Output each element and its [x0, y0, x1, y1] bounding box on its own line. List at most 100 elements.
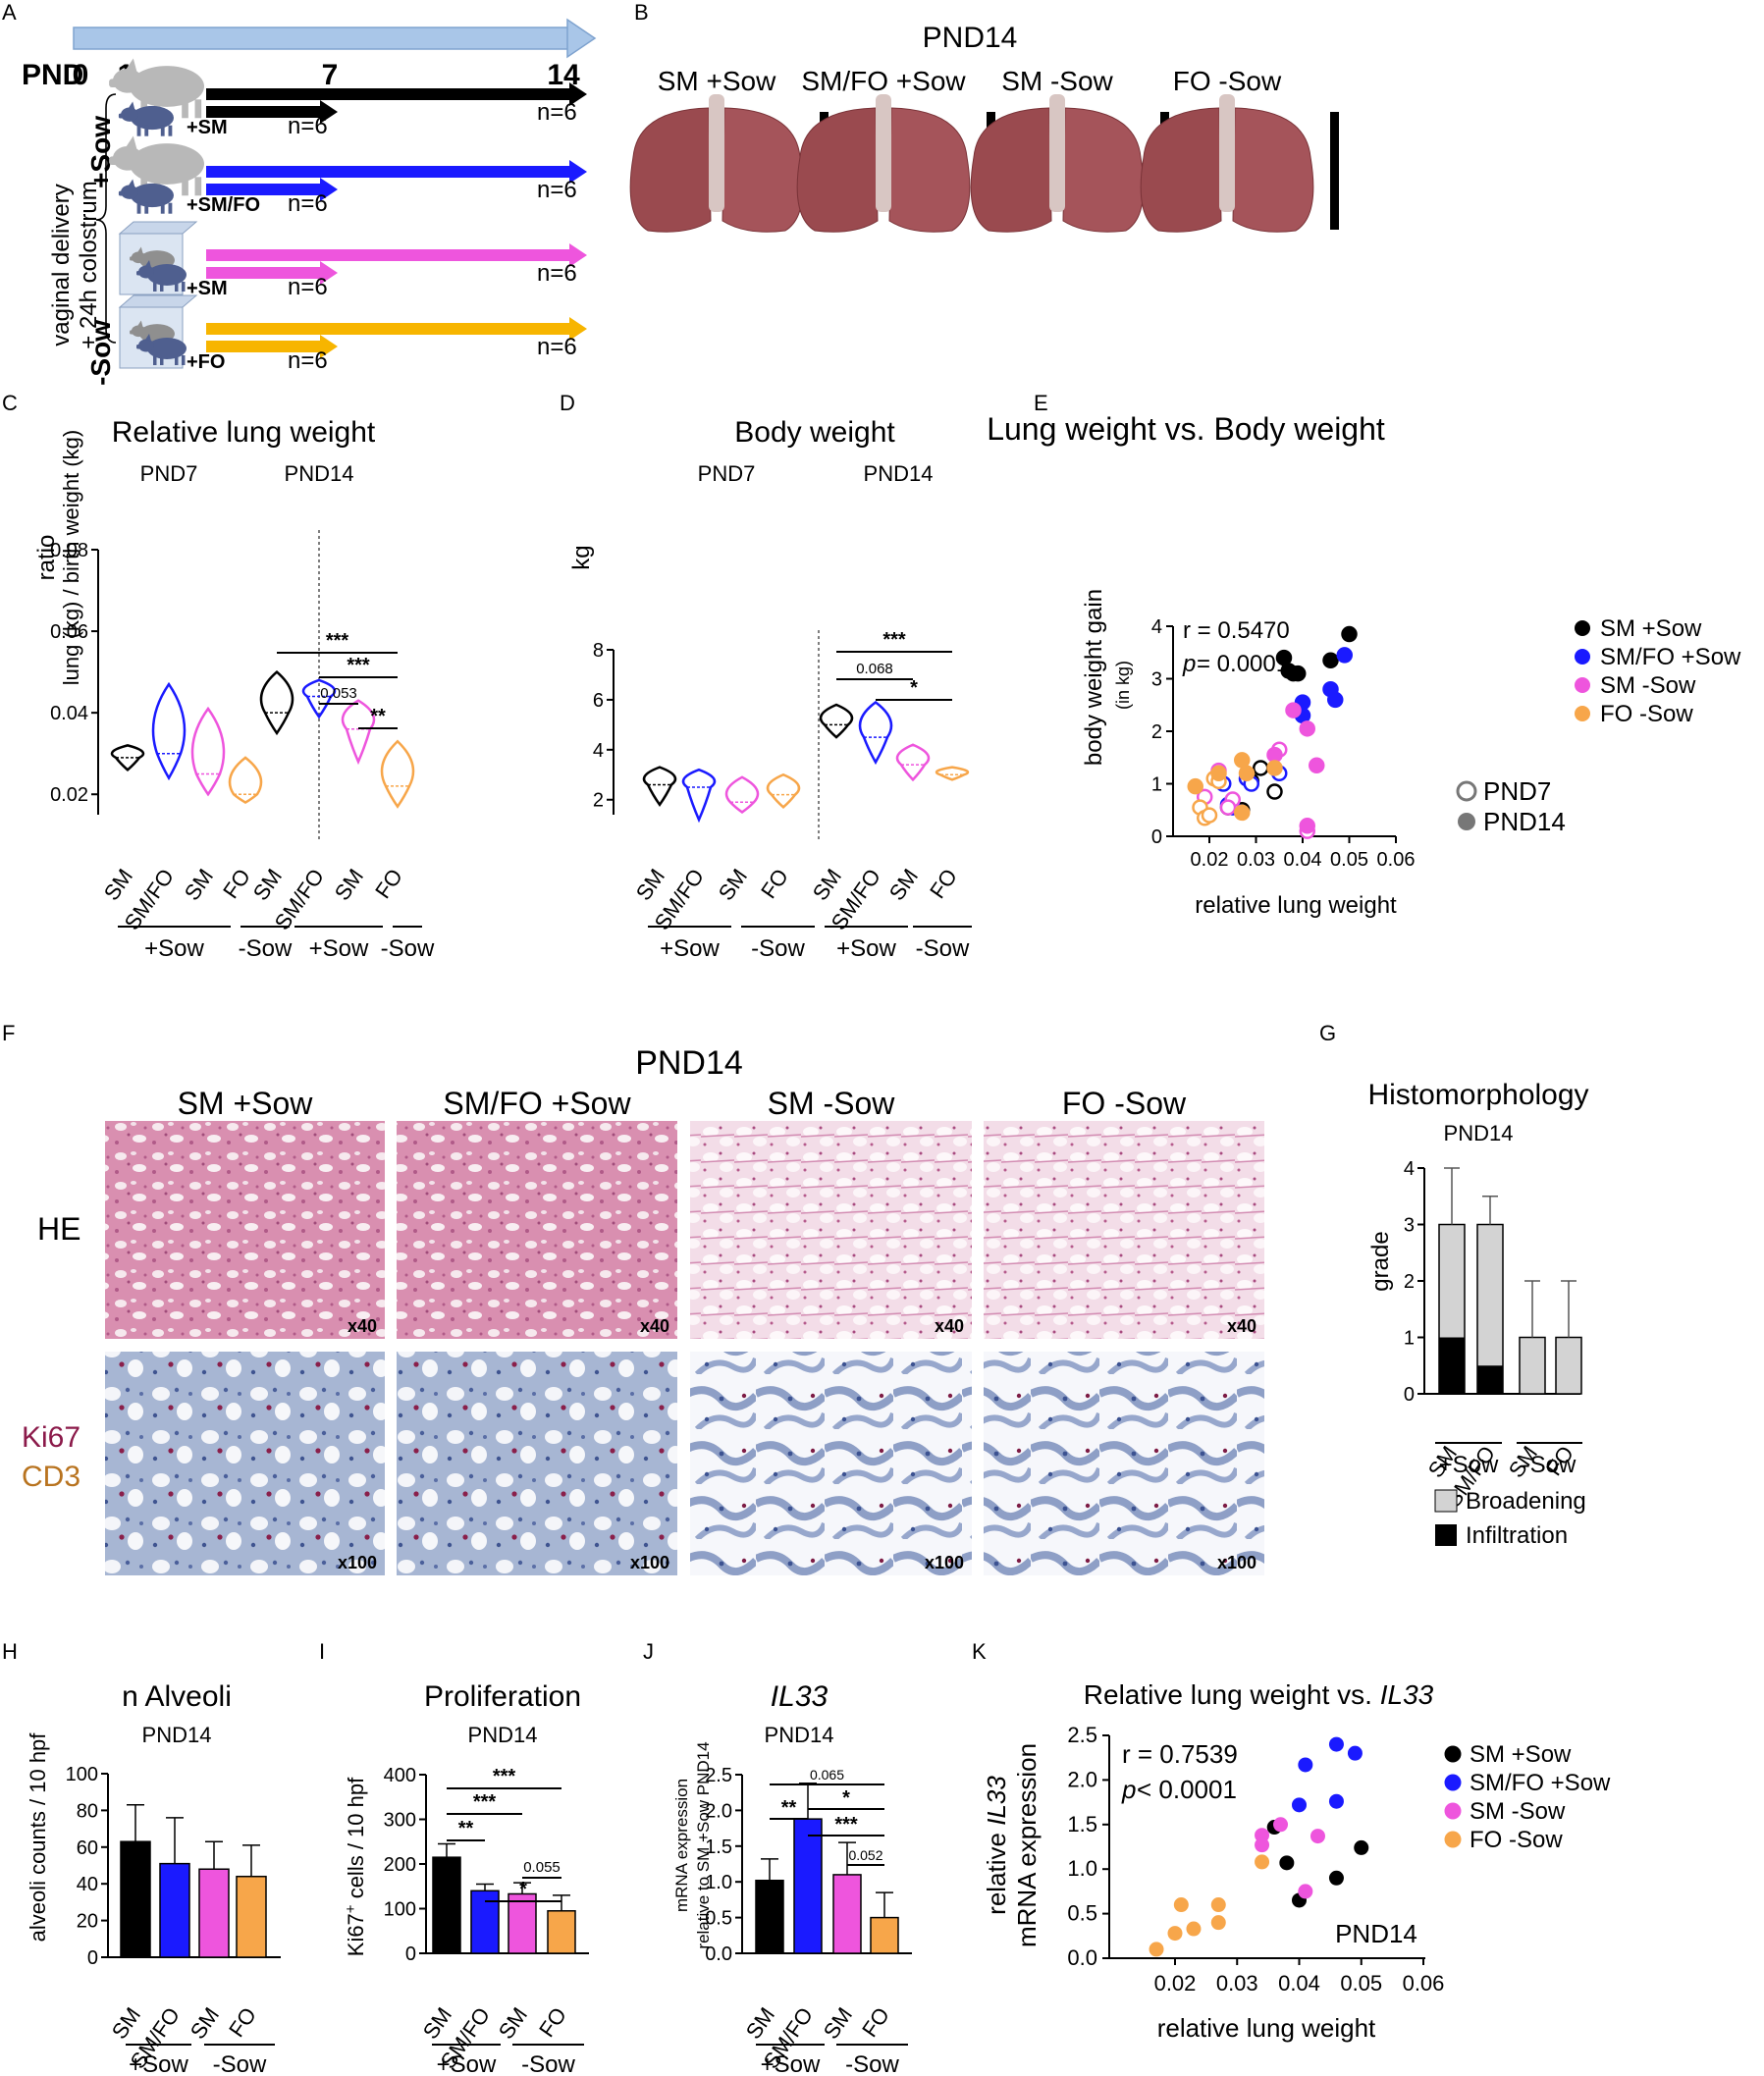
lung-right-lobe [722, 107, 804, 233]
D-x-category: FO [925, 865, 962, 903]
sig-label-I: *** [493, 1766, 516, 1787]
sig-label-I: 0.055 [523, 1859, 561, 1876]
I-y-tick-label: 100 [384, 1899, 416, 1921]
K-legend-swatch [1444, 1831, 1462, 1848]
arrow-pnd14-2 [206, 243, 587, 267]
he-magnification: x40 [640, 1316, 669, 1336]
piglet-icon-2-leg-0 [153, 282, 157, 292]
K-y-tick-label: 1.5 [1067, 1812, 1097, 1836]
panel-label-B: B [634, 0, 649, 25]
E-data-point [1336, 647, 1353, 664]
E-y-tick-label: 2 [1151, 721, 1162, 743]
K-y-axis-label-2: mRNA expression [1012, 1743, 1042, 1947]
y-axis-label-C-1: ratio [33, 535, 60, 581]
chart-title-I: Proliferation [424, 1680, 581, 1713]
K-y-axis-label-1a: relative [982, 1826, 1011, 1915]
chart-title-K-b: IL33 [1380, 1679, 1434, 1710]
sow-icon-0-snout [109, 79, 119, 87]
E-data-point [1266, 760, 1283, 776]
histology-title: PND14 [635, 1044, 743, 1082]
G-y-tick-label: 4 [1404, 1158, 1415, 1180]
ihc-image [105, 1352, 385, 1575]
side-label-delivery: vaginal delivery [48, 184, 75, 346]
arrow-pnd7-3-shaft [206, 341, 322, 352]
arrow-pnd14-3-shaft [206, 323, 571, 335]
panel-label-F: F [2, 1021, 15, 1045]
I-y-tick-label: 400 [384, 1765, 416, 1786]
K-y-tick-label: 2.0 [1067, 1767, 1097, 1791]
sow-icon-0-leg-3 [194, 99, 202, 119]
C-group-label: +Sow [144, 935, 204, 962]
piglet-icon-1-head [121, 185, 138, 199]
ihc-magnification: x100 [338, 1553, 377, 1572]
K-inset-label: PND14 [1335, 1919, 1417, 1948]
y-axis-label-I-b: cells / 10 hpf [344, 1777, 368, 1905]
D-x-category: FO [756, 865, 793, 903]
I-bar [508, 1892, 537, 1954]
piglet-icon-0-body [131, 105, 174, 131]
C-x-category: SM [99, 865, 137, 905]
I-x-category: FO [534, 2003, 571, 2042]
K-data-point [1255, 1837, 1270, 1853]
E-data-point [1285, 702, 1302, 719]
piglet-icon-2-leg-2 [175, 282, 179, 292]
ihc-magnification: x100 [1217, 1553, 1256, 1572]
K-y-axis-label-1b: IL33 [982, 1776, 1011, 1826]
J-group-label: -Sow [845, 2051, 899, 2076]
panel-label-K: K [972, 1639, 987, 1664]
n-pnd14-label: n=6 [537, 260, 577, 287]
sig-label-J: 0.052 [848, 1847, 882, 1863]
he-image [690, 1121, 972, 1339]
piglet-icon-2-snout [136, 271, 141, 276]
n-pnd7-label: n=6 [288, 113, 328, 139]
photo-group-label: SM -Sow [1001, 66, 1113, 96]
chart-title-K: Relative lung weight vs. IL33 [1084, 1679, 1434, 1710]
sow-icon-0-ear [126, 58, 137, 73]
he-magnification: x40 [347, 1316, 377, 1336]
E-data-point [1322, 652, 1339, 669]
G-legend-label: Infiltration [1466, 1522, 1568, 1549]
C-x-category: FO [218, 865, 255, 903]
panel-label-E: E [1034, 391, 1048, 415]
chart-title-E: Lung weight vs. Body weight [987, 411, 1385, 447]
E-legend-open-swatch [1456, 780, 1477, 802]
y-axis-label-G: grade [1367, 1231, 1394, 1291]
piglet-icon-3-ear [145, 334, 151, 342]
K-p-label: p [1121, 1775, 1136, 1804]
arrow-pnd7-2-head [320, 261, 338, 285]
K-legend-label: SM/FO +Sow [1470, 1770, 1611, 1796]
diet-label: +SM [187, 278, 228, 299]
trachea [1049, 94, 1065, 212]
y-axis-label-D: kg [568, 545, 595, 569]
E-legend-pnd7: PND7 [1483, 776, 1551, 806]
lung-photo-0 [629, 94, 829, 233]
E-data-point [1327, 691, 1344, 709]
K-legend-swatch [1444, 1774, 1462, 1791]
chart-sub-H: PND14 [142, 1723, 212, 1747]
piglet-icon-3-leg-3 [182, 355, 186, 365]
D-group-label: -Sow [916, 935, 970, 962]
arrow-pnd14-0-shaft [206, 88, 571, 100]
H-bar [120, 1840, 151, 1958]
brace [95, 93, 117, 344]
E-y-tick-label: 0 [1151, 826, 1162, 848]
lung-left-lobe [970, 107, 1052, 233]
J-y-tick-label: 1.0 [705, 1872, 732, 1893]
isolator-top-3 [118, 294, 198, 308]
J-x-category: SM [819, 2003, 857, 2044]
piglet-back-icon-3-ear [137, 320, 143, 328]
panel-label-H: H [2, 1639, 18, 1664]
I-group-label: +Sow [437, 2051, 497, 2076]
G-bar-infiltration [1439, 1337, 1465, 1394]
E-y-tick-label: 4 [1151, 616, 1162, 638]
lung-photo-1 [796, 94, 995, 233]
H-y-tick-label: 60 [77, 1837, 98, 1859]
lung-photo-3 [1140, 94, 1339, 233]
C-y-tick-label: 0.02 [50, 784, 88, 806]
C-x-category: SM [248, 865, 287, 905]
J-y-tick-label: 1.5 [705, 1836, 732, 1858]
J-y-tick-label: 0.0 [705, 1943, 732, 1965]
J-bar [870, 1916, 899, 1954]
D-violin [642, 766, 677, 807]
